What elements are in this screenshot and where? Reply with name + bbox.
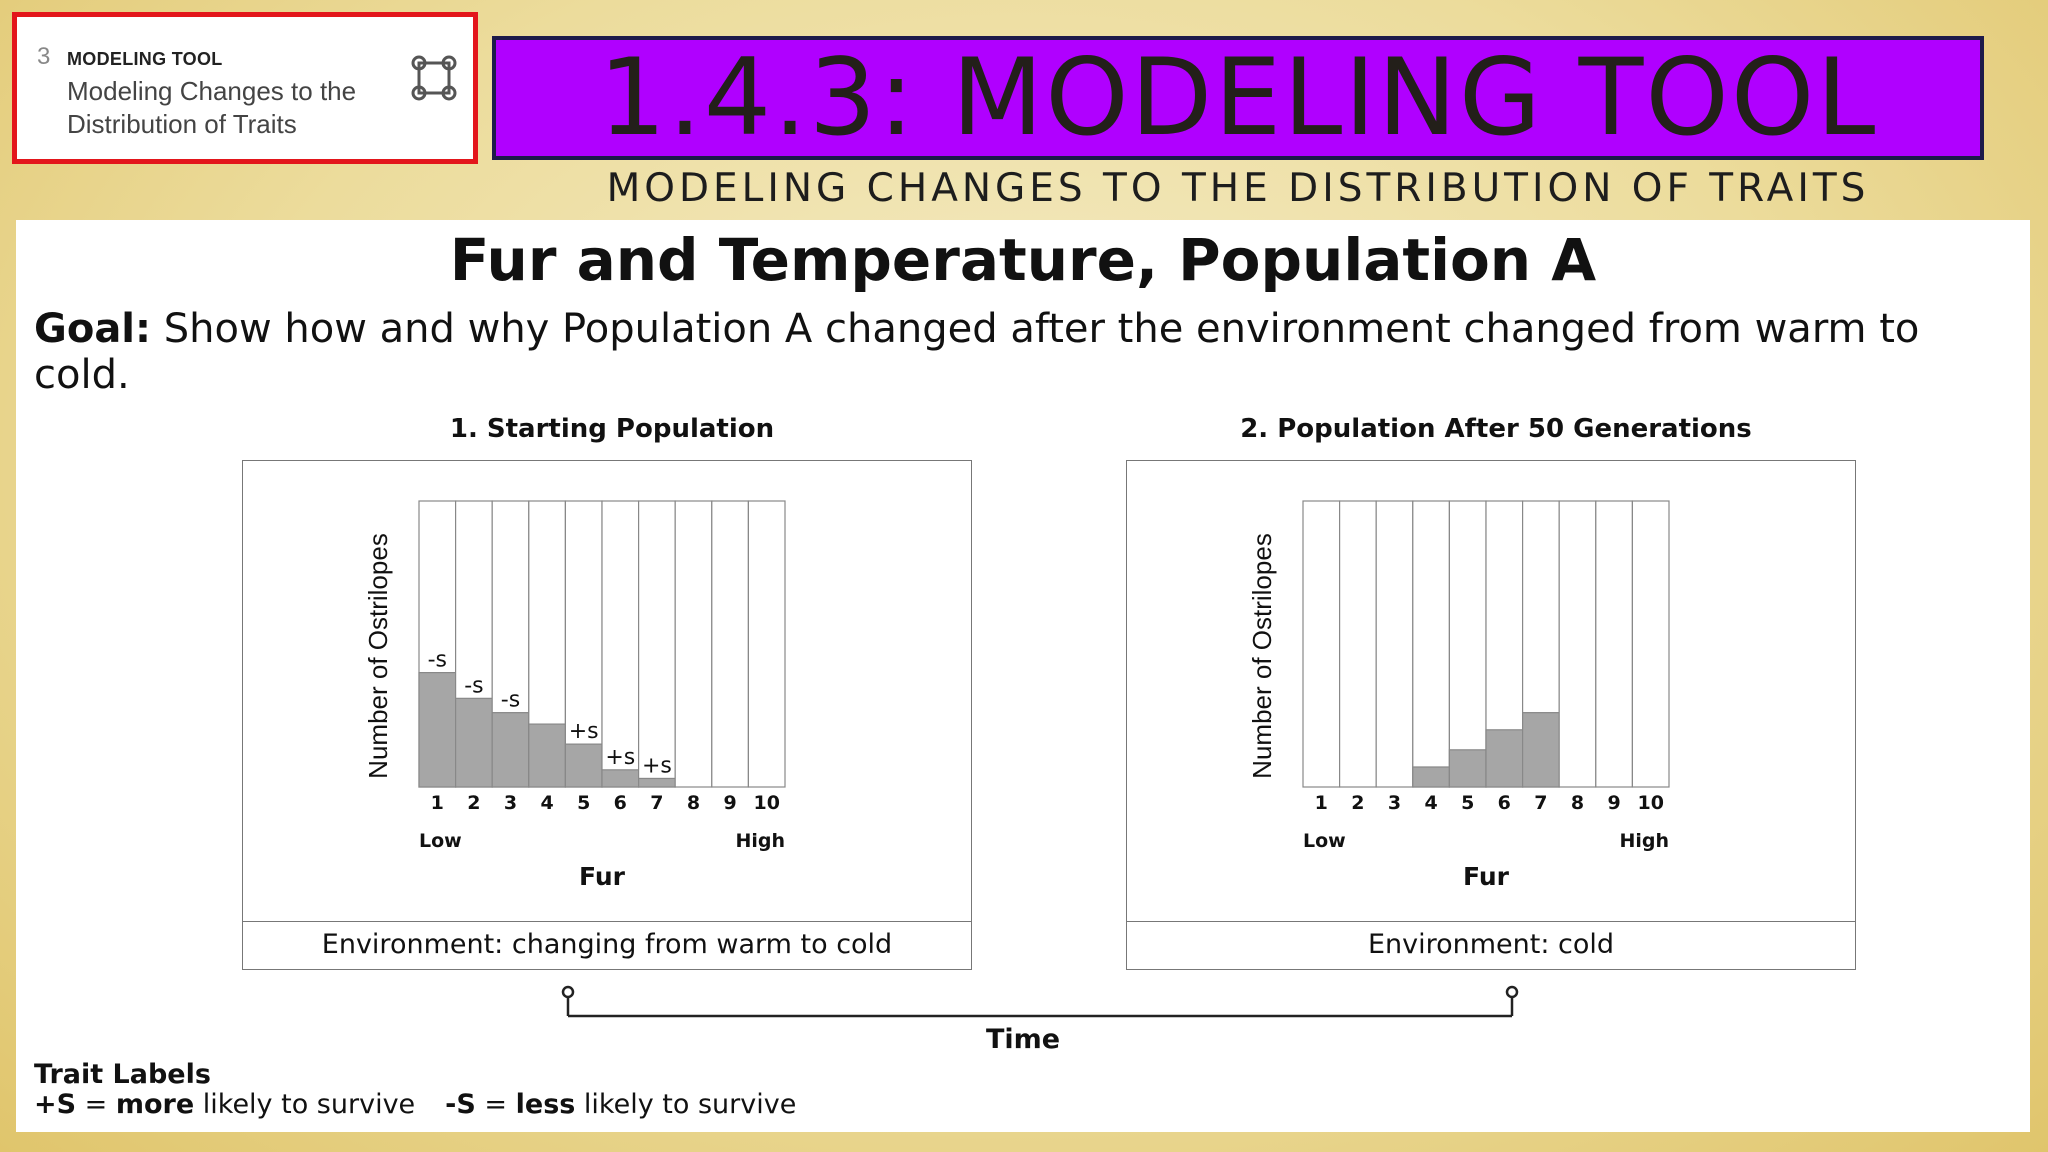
chart-1-column-6 — [601, 500, 640, 788]
chart-1-tick-3: 3 — [504, 792, 517, 814]
chart-1-bar-2 — [455, 697, 493, 788]
timeline — [561, 985, 1519, 1018]
chart-2-column-2 — [1339, 500, 1377, 788]
chart-1-bar-label-1: -s — [428, 648, 447, 673]
chart-1-tick-1: 1 — [431, 792, 444, 814]
modeling-tool-icon — [411, 55, 457, 101]
chart-2-bar-6 — [1485, 729, 1524, 788]
chart-1-bar-1 — [418, 672, 457, 788]
chart-2-bar-7 — [1522, 712, 1560, 788]
legend-minus-rest: likely to survive — [575, 1089, 797, 1120]
chart-1-plot: -s 1 -s 2 -s 3 4 +s 5 +s 6 +s 7 8 9 10 Low High Fur Number … — [363, 500, 786, 891]
chart-1-x-high: High — [735, 830, 785, 852]
chart-1-bar-label-7: +s — [642, 753, 672, 778]
chart-1-tick-6: 6 — [614, 792, 627, 814]
chart-1-tick-9: 9 — [723, 792, 736, 814]
chart-2-y-label: Number of Ostrilopes — [1247, 533, 1277, 779]
trait-legend: Trait Labels +S = more likely to survive… — [34, 1060, 796, 1120]
banner-title: 1.4.3: MODELING TOOL — [598, 36, 1878, 159]
chart-1-tick-2: 2 — [467, 792, 480, 814]
chart-1-bar-label-6: +s — [605, 745, 635, 770]
chart-1-column-9 — [711, 500, 749, 788]
legend-minus-symbol: -S — [445, 1089, 476, 1120]
chart-2-column-9 — [1595, 500, 1633, 788]
lesson-card[interactable]: 3 MODELING TOOL Modeling Changes to the … — [12, 12, 478, 164]
chart-2-tick-7: 7 — [1534, 792, 1547, 814]
timeline-start-marker — [561, 985, 575, 999]
chart-1-y-label: Number of Ostrilopes — [363, 533, 393, 779]
chart-2-x-label: Fur — [1463, 862, 1510, 891]
legend-entries: +S = more likely to survive -S = less lik… — [34, 1090, 796, 1120]
chart-1-x-label: Fur — [579, 862, 626, 891]
legend-plus-eq: = — [76, 1089, 116, 1120]
chart-2-column-8 — [1558, 500, 1597, 788]
legend-plus-rest: likely to survive — [194, 1089, 416, 1120]
legend-plus-bold: more — [115, 1089, 195, 1120]
chart-2-bar-5 — [1448, 749, 1487, 788]
lesson-number: 3 — [37, 43, 51, 70]
chart-1-column-7 — [638, 500, 676, 788]
chart-1-bar-label-5: +s — [569, 719, 599, 744]
lesson-name: Modeling Changes to the Distribution of … — [67, 76, 357, 139]
chart-2-x-low: Low — [1303, 830, 1346, 852]
chart-1-tick-10: 10 — [753, 792, 779, 814]
chart-2-tick-4: 4 — [1424, 792, 1437, 814]
chart-2-tick-5: 5 — [1461, 792, 1474, 814]
chart-1-tick-7: 7 — [650, 792, 663, 814]
slide-title: Fur and Temperature, Population A — [449, 226, 1597, 294]
chart-1-frame: -s 1 -s 2 -s 3 4 +s 5 +s 6 +s 7 8 9 10 Low High Fur Number … — [242, 460, 972, 970]
chart-1-tick-8: 8 — [687, 792, 700, 814]
legend-title: Trait Labels — [34, 1059, 211, 1090]
chart-1-column-5 — [564, 500, 603, 788]
chart-2-x-high: High — [1619, 830, 1669, 852]
chart-2-tick-3: 3 — [1388, 792, 1401, 814]
chart-2-tick-1: 1 — [1315, 792, 1328, 814]
chart-2-tick-10: 10 — [1637, 792, 1663, 814]
slide-panel: Fur and Temperature, Population A Goal: … — [16, 220, 2030, 1132]
chart-1-bar-3 — [491, 712, 530, 788]
lesson-kicker: MODELING TOOL — [67, 49, 223, 69]
chart-1-column-8 — [674, 500, 713, 788]
legend-plus-symbol: +S — [34, 1089, 77, 1120]
chart-1-x-low: Low — [419, 830, 462, 852]
chart-1-environment: Environment: changing from warm to cold — [243, 921, 971, 969]
chart-1-bar-label-2: -s — [464, 673, 483, 698]
chart-2-plot: 1 2 3 4 5 6 7 8 9 10 Low High Fur Number of Ostrilope… — [1247, 500, 1670, 891]
chart-2-column-1 — [1302, 500, 1341, 788]
chart-2-tick-8: 8 — [1571, 792, 1584, 814]
banner-subtitle: MODELING CHANGES TO THE DISTRIBUTION OF … — [606, 166, 1870, 211]
legend-minus-bold: less — [515, 1089, 576, 1120]
goal-label: Goal: — [34, 306, 152, 352]
chart-2-heading: 2. Population After 50 Generations — [1240, 414, 1752, 444]
chart-2-environment: Environment: cold — [1127, 921, 1855, 969]
chart-1-bar-4 — [528, 723, 566, 788]
chart-1-bar-5 — [564, 743, 603, 788]
chart-2-tick-9: 9 — [1607, 792, 1620, 814]
legend-minus-eq: = — [475, 1089, 516, 1120]
chart-1-heading: 1. Starting Population — [449, 414, 775, 444]
timeline-label: Time — [986, 1024, 1061, 1055]
chart-2-tick-6: 6 — [1498, 792, 1511, 814]
chart-2-column-10 — [1631, 500, 1670, 788]
goal-text: Show how and why Population A changed af… — [34, 306, 1920, 398]
chart-2-column-3 — [1375, 500, 1414, 788]
chart-2-tick-2: 2 — [1351, 792, 1364, 814]
chart-1-bar-label-3: -s — [501, 688, 520, 713]
chart-1-column-10 — [747, 500, 786, 788]
title-banner: 1.4.3: MODELING TOOL — [492, 36, 1984, 160]
chart-2-frame: 1 2 3 4 5 6 7 8 9 10 Low High Fur Number of Ostrilope… — [1126, 460, 1856, 970]
chart-1-tick-4: 4 — [540, 792, 553, 814]
chart-1-tick-5: 5 — [577, 792, 590, 814]
goal-statement: Goal: Show how and why Population A chan… — [34, 306, 2024, 398]
timeline-end-marker — [1505, 985, 1519, 999]
